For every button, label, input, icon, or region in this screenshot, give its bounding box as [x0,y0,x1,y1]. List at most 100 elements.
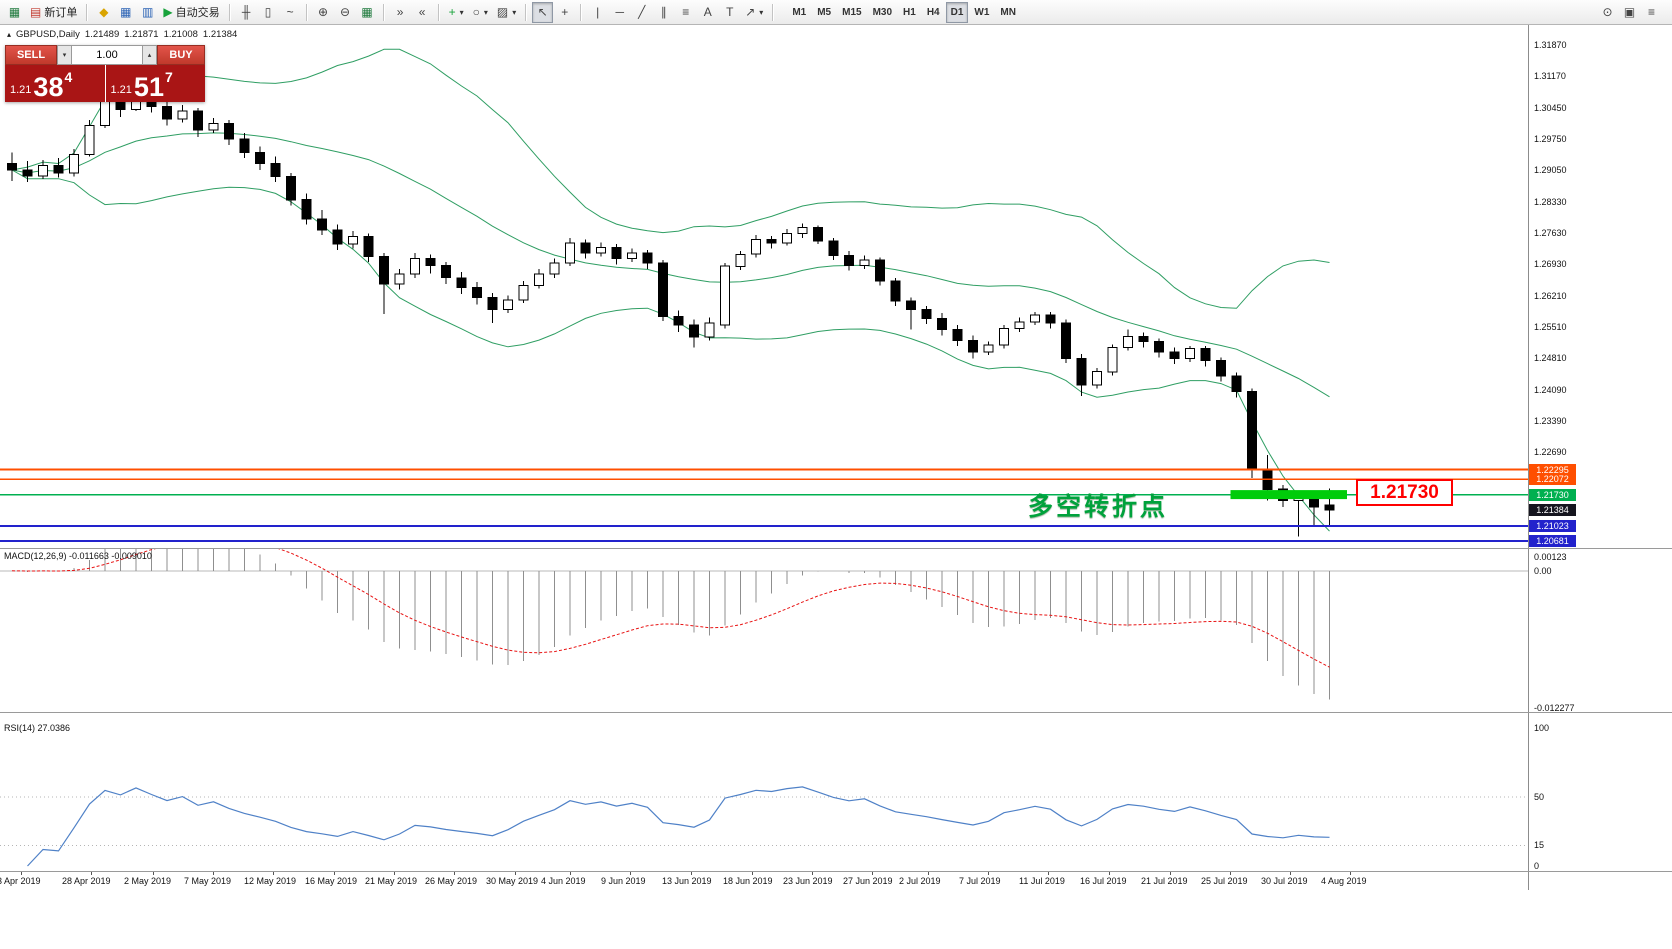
timeframe-h4-button[interactable]: H4 [922,2,945,23]
time-axis-label: 30 Jul 2019 [1261,876,1308,886]
text-tool[interactable]: A [697,2,718,23]
price-axis-label: 1.24810 [1534,353,1567,363]
periods-dropdown[interactable]: ○ ▾ [469,2,492,23]
crosshair-tool-icon: + [561,5,569,19]
crosshair-tool-button[interactable]: + [554,2,575,23]
chart-window-icon[interactable]: ▦ [4,2,25,23]
time-axis-tick [1048,872,1049,875]
one-click-collapse-toggle[interactable]: ▴ [7,30,12,39]
timeframe-m15-button[interactable]: M15 [837,2,866,23]
timeframe-w1-button[interactable]: W1 [969,2,994,23]
time-axis-tick [1230,872,1231,875]
tile-windows-button[interactable]: ▦ [357,2,378,23]
rsi-line [27,786,1330,867]
new-order-button[interactable]: ▤ 新订单 [26,2,81,23]
bollinger-bands [11,48,1330,532]
toolbar-separator [382,3,385,21]
label-tool[interactable]: T [719,2,740,23]
candlestick-series [7,82,1335,537]
turning-point-annotation[interactable]: 多空转折点 [1028,493,1169,521]
sell-price-display[interactable]: 1.21 38 4 [5,65,105,102]
horizontal-line-tool[interactable]: ─ [609,2,630,23]
candlestick-mode-icon: ▯ [264,5,272,19]
price-axis[interactable]: 1.31870 1.31170 1.30450 1.29750 1.29050 1.283… [1529,25,1672,890]
trade-prices-row: 1.21 38 4 1.21 51 7 [5,65,205,102]
timeframe-m30-button[interactable]: M30 [868,2,897,23]
time-axis-tick [812,872,813,875]
volume-input[interactable] [72,45,142,65]
ohlc-high: 1.21871 [124,29,159,40]
fibonacci-tool[interactable]: ≡ [675,2,696,23]
one-click-trading-panel: SELL ▾ ▴ BUY 1.21 38 4 1.21 51 7 [5,45,205,102]
price-axis-label: 1.29750 [1534,134,1567,144]
auto-scroll-icon: » [396,5,404,19]
zoom-out-button[interactable]: ⊖ [335,2,356,23]
time-axis-tick [153,872,154,875]
time-axis-tick [1170,872,1171,875]
detach-chart-button[interactable]: ▣ [1619,2,1640,23]
timeframe-h1-button[interactable]: H1 [898,2,921,23]
data-window-icon[interactable]: ▥ [137,2,158,23]
rsi-panel-canvas[interactable] [0,713,1528,871]
search-button[interactable]: ⊙ [1597,2,1618,23]
panel-separator[interactable] [0,712,1672,713]
trendline-tool[interactable]: ╱ [631,2,652,23]
indicators-dropdown[interactable]: + ▾ [445,2,468,23]
panel-separator[interactable] [0,871,1672,872]
channel-tool[interactable]: ∥ [653,2,674,23]
panel-separator[interactable] [0,548,1672,549]
turning-point-highlight-bar[interactable] [1230,490,1348,500]
horizontal-level-lines[interactable] [0,468,1528,542]
timeframe-d1-button-label: D1 [950,6,964,18]
price-chart-canvas[interactable] [0,25,1528,548]
timeframe-w1-button-label: W1 [974,6,990,18]
trade-controls-row: SELL ▾ ▴ BUY [5,45,205,65]
favorites-icon[interactable]: ◆ [93,2,114,23]
time-axis-tick [928,872,929,875]
time-axis[interactable]: 23 Apr 2019 28 Apr 2019 2 May 2019 7 May 20… [0,872,1528,890]
market-watch-icon[interactable]: ▦ [115,2,136,23]
sell-button[interactable]: SELL [5,45,57,65]
buy-price-sup: 7 [164,69,173,85]
candlestick-mode-button[interactable]: ▯ [258,2,279,23]
templates-dropdown[interactable]: ▨ ▾ [493,2,520,23]
time-axis-label: 21 May 2019 [365,876,418,886]
ohlc-open: 1.21489 [84,29,120,40]
timeframe-m5-button[interactable]: M5 [812,2,836,23]
timeframe-mn-button[interactable]: MN [995,2,1021,23]
toolbar-overflow-button[interactable]: ≡ [1641,2,1662,23]
caret-down-icon: ▾ [512,7,517,17]
ohlc-low: 1.21008 [163,29,198,40]
volume-decrease-button[interactable]: ▾ [57,45,72,65]
autotrading-button[interactable]: ▶ 自动交易 [159,2,223,23]
price-axis-label: 1.25510 [1534,322,1567,332]
line-chart-mode-button[interactable]: ~ [280,2,301,23]
timeframe-h1-button-label: H1 [903,6,916,18]
chart-shift-button[interactable]: « [412,2,433,23]
buy-price-prefix: 1.21 [110,84,132,96]
buy-price-display[interactable]: 1.21 51 7 [105,65,205,102]
timeframe-d1-button[interactable]: D1 [945,1,969,23]
zoom-in-button[interactable]: ⊕ [313,2,334,23]
buy-button[interactable]: BUY [157,45,205,65]
caret-down-icon: ▾ [459,7,464,17]
macd-panel-canvas[interactable] [0,549,1528,712]
volume-increase-button[interactable]: ▴ [142,45,157,65]
time-axis-label: 7 Jul 2019 [959,876,1001,886]
toolbar-group: » « [390,2,433,23]
cursor-tool-button[interactable]: ↖ [532,1,554,23]
toolbar-group: + ▾ ○ ▾ ▨ ▾ [445,2,521,23]
price-level-callout[interactable]: 1.21730 [1356,479,1453,506]
auto-scroll-button[interactable]: » [390,2,411,23]
vertical-line-tool[interactable]: | [587,2,608,23]
periods-icon: ○ [472,5,480,19]
symbol-title: GBPUSD,Daily [16,29,80,40]
price-axis-label: 1.31170 [1534,71,1566,81]
price-axis-label: 1.30450 [1534,103,1567,113]
time-axis-label: 9 Jun 2019 [601,876,646,886]
timeframe-m1-button[interactable]: M1 [787,2,811,23]
arrows-dropdown[interactable]: ↗ ▾ [741,2,767,23]
bar-chart-mode-button[interactable]: ╫ [236,2,257,23]
rsi-indicator-label: RSI(14) 27.0386 [4,723,71,733]
